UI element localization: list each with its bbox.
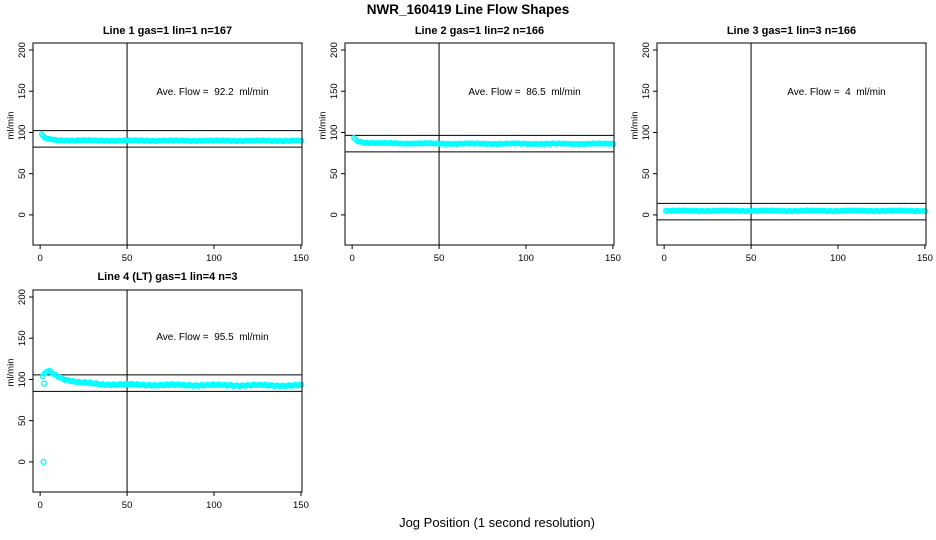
y-tick-label: 200 xyxy=(329,42,340,58)
y-tick-label: 0 xyxy=(17,459,28,464)
subplot-2-y-axis-label: ml/min xyxy=(317,111,329,140)
subplot-3-ave-flow-annotation: Ave. Flow = 4 ml/min xyxy=(787,87,886,98)
data-point xyxy=(40,458,47,466)
subplot-4: 0 50 100 150 0 50 100 150 200 xyxy=(17,289,309,511)
y-tick-label: 200 xyxy=(17,42,28,58)
y-tick-label: 200 xyxy=(17,289,28,305)
plot-box xyxy=(32,42,303,246)
subplot-2-title: Line 2 gas=1 lin=2 n=166 xyxy=(414,25,545,37)
x-tick-label: 100 xyxy=(518,253,534,264)
x-tick-label: 50 xyxy=(122,253,133,264)
subplot-3-title: Line 3 gas=1 lin=3 n=166 xyxy=(726,25,857,37)
x-tick-label: 150 xyxy=(293,500,309,511)
subplot-4-title: Line 4 (LT) gas=1 lin=4 n=3 xyxy=(97,271,238,283)
y-tick-label: 0 xyxy=(17,212,28,217)
y-tick-label: 150 xyxy=(17,83,28,99)
data-points xyxy=(39,367,305,466)
y-tick-label: 50 xyxy=(17,415,28,426)
subplot-2-ave-flow-annotation: Ave. Flow = 86.5 ml/min xyxy=(468,87,581,98)
y-tick-label: 0 xyxy=(329,212,340,217)
plot-box xyxy=(32,289,303,493)
x-tick-label: 50 xyxy=(122,500,133,511)
y-tick-label: 150 xyxy=(17,330,28,346)
y-tick-label: 100 xyxy=(329,125,340,141)
y-tick-label: 150 xyxy=(329,83,340,99)
subplot-1: 0 50 100 150 0 50 100 150 200 xyxy=(17,42,309,264)
y-tick-label: 150 xyxy=(641,83,652,99)
subplot-2: 0 50 100 150 0 50 100 150 200 xyxy=(329,42,621,264)
plot-box xyxy=(344,42,615,246)
y-tick-label: 100 xyxy=(17,372,28,388)
y-tick-label: 50 xyxy=(329,168,340,179)
y-tick-label: 0 xyxy=(641,212,652,217)
subplot-3-y-axis-label: ml/min xyxy=(629,111,641,140)
data-points xyxy=(351,134,617,148)
y-tick-label: 50 xyxy=(641,168,652,179)
x-axis-label: Jog Position (1 second resolution) xyxy=(399,515,595,530)
subplot-4-y-axis-label: ml/min xyxy=(5,358,17,387)
data-points xyxy=(39,131,305,145)
y-tick-label: 200 xyxy=(641,42,652,58)
x-tick-label: 0 xyxy=(37,253,42,264)
x-tick-label: 100 xyxy=(830,253,846,264)
x-tick-label: 50 xyxy=(434,253,445,264)
data-points xyxy=(663,207,929,215)
figure-title: NWR_160419 Line Flow Shapes xyxy=(366,2,570,17)
subplot-1-title: Line 1 gas=1 lin=1 n=167 xyxy=(102,25,233,37)
x-tick-label: 150 xyxy=(293,253,309,264)
y-tick-label: 50 xyxy=(17,168,28,179)
x-tick-label: 0 xyxy=(661,253,666,264)
x-tick-label: 100 xyxy=(206,253,222,264)
x-tick-label: 150 xyxy=(605,253,621,264)
data-point xyxy=(40,380,48,387)
x-tick-label: 0 xyxy=(37,500,42,511)
subplot-3: 0 50 100 150 0 50 100 150 200 xyxy=(641,42,933,264)
x-tick-label: 100 xyxy=(206,500,222,511)
subplot-4-ave-flow-annotation: Ave. Flow = 95.5 ml/min xyxy=(156,332,269,343)
x-tick-label: 150 xyxy=(917,253,933,264)
x-tick-label: 0 xyxy=(349,253,354,264)
subplot-1-y-axis-label: ml/min xyxy=(5,111,17,140)
plot-box xyxy=(656,42,927,246)
y-tick-label: 100 xyxy=(641,125,652,141)
y-tick-label: 100 xyxy=(17,125,28,141)
subplot-1-ave-flow-annotation: Ave. Flow = 92.2 ml/min xyxy=(156,87,269,98)
x-tick-label: 50 xyxy=(746,253,757,264)
